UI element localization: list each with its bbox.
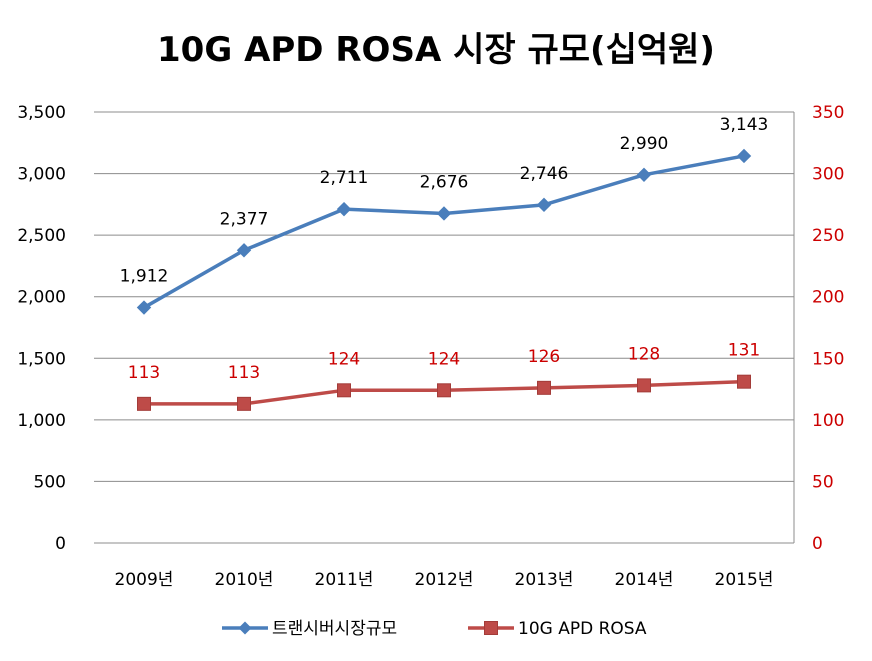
axes [94,112,795,544]
y-left-tick-label: 3,000 [17,165,66,185]
data-point-diamond [636,167,652,183]
y-left-tick-label: 3,500 [17,103,66,123]
y-right-tick-label: 100 [812,411,844,431]
legend-label: 트랜시버시장규모 [272,619,397,639]
data-label: 3,143 [720,115,769,135]
x-tick-label: 2015년 [715,570,774,590]
y-right-tick-label: 0 [812,534,823,554]
data-point-square [537,380,551,395]
tick-labels: 0 500 1,000 1,500 2,000 2,500 3,000 3,500 0 50 100… [17,103,844,590]
data-point-diamond [236,243,252,258]
data-point-diamond [436,206,452,221]
data-point-square [737,374,751,389]
data-point-diamond [536,197,552,213]
legend-marker-square [484,621,498,635]
x-tick-label: 2013년 [515,570,574,590]
y-right-tick-label: 350 [812,103,844,123]
legend: 트랜시버시장규모 10G APD ROSA [222,619,647,639]
data-point-square [137,396,151,411]
data-point-square [337,383,351,398]
y-right-tick-label: 50 [812,472,834,492]
legend-label: 10G APD ROSA [518,619,647,639]
data-label: 1,912 [120,267,169,287]
data-point-square [437,383,451,398]
y-left-tick-label: 1,000 [17,411,66,431]
gridlines [94,111,794,482]
data-label: 126 [528,347,560,367]
data-label: 2,746 [520,164,569,184]
y-right-tick-label: 200 [812,288,844,308]
data-labels: 1,912 2,377 2,711 2,676 2,746 2,990 3,143 113 11… [120,115,769,383]
x-tick-label: 2010년 [215,570,274,590]
y-left-tick-label: 2,000 [17,288,66,308]
data-label: 124 [428,349,460,369]
y-left-tick-label: 500 [34,472,66,492]
chart-title: 10G APD ROSA 시장 규모(십억원) [157,30,715,70]
x-tick-label: 2014년 [615,570,674,590]
y-left-tick-label: 1,500 [17,349,66,369]
data-point-diamond [336,201,352,217]
x-tick-label: 2011년 [315,570,374,590]
y-right-tick-label: 150 [812,349,844,369]
data-point-diamond [136,300,152,315]
data-label: 128 [628,344,660,364]
y-left-tick-label: 0 [55,534,66,554]
data-point-diamond [736,148,752,164]
data-label: 2,711 [320,168,369,188]
x-tick-label: 2009년 [115,570,174,590]
data-point-square [237,396,251,411]
y-right-tick-label: 300 [812,165,844,185]
legend-marker-diamond [238,621,252,635]
data-label: 2,676 [420,172,469,192]
series-group [136,148,752,411]
y-right-tick-label: 250 [812,226,844,246]
data-label: 2,377 [220,209,269,229]
data-label: 113 [128,363,160,383]
data-label: 131 [728,341,760,361]
data-label: 113 [228,363,260,383]
data-point-square [637,378,651,393]
x-tick-label: 2012년 [415,570,474,590]
y-left-tick-label: 2,500 [17,226,66,246]
data-label: 124 [328,349,360,369]
data-label: 2,990 [620,134,669,154]
